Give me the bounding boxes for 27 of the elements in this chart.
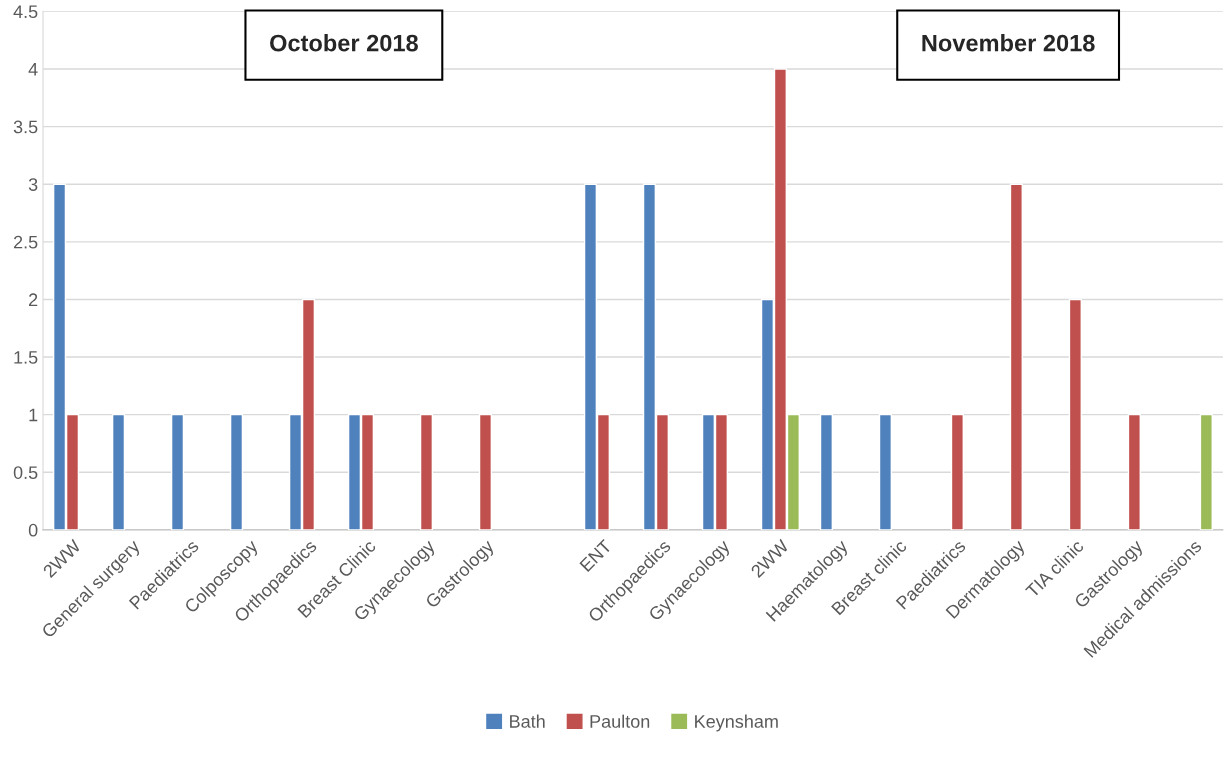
y-tick-label: 2.5 xyxy=(13,235,38,249)
bar xyxy=(819,413,834,530)
legend-label: Bath xyxy=(510,714,545,728)
legend-label: Paulton xyxy=(590,714,650,728)
bar xyxy=(1127,413,1141,530)
annotation: November 2018 xyxy=(922,34,1095,52)
y-tick-label: 3 xyxy=(28,178,38,191)
bar xyxy=(229,413,244,530)
bar xyxy=(1068,298,1082,530)
bar xyxy=(1009,183,1023,530)
bar xyxy=(419,413,434,530)
y-tick-label: 0 xyxy=(28,523,38,537)
y-tick-label: 0.5 xyxy=(13,466,38,479)
bar xyxy=(1199,413,1213,530)
legend-label: Keynsham xyxy=(695,714,778,732)
y-tick-label: 3.5 xyxy=(13,120,38,134)
bar xyxy=(950,413,964,530)
bar xyxy=(878,413,893,530)
y-tick-label: 1 xyxy=(29,408,38,422)
bar xyxy=(170,413,185,530)
annotation: October 2018 xyxy=(270,34,418,52)
y-tick-label: 4 xyxy=(28,63,38,76)
y-tick-label: 4.5 xyxy=(13,5,38,19)
bar xyxy=(478,413,493,530)
bar xyxy=(111,413,126,530)
y-tick-label: 1.5 xyxy=(14,351,38,364)
y-tick-label: 2 xyxy=(29,293,38,306)
